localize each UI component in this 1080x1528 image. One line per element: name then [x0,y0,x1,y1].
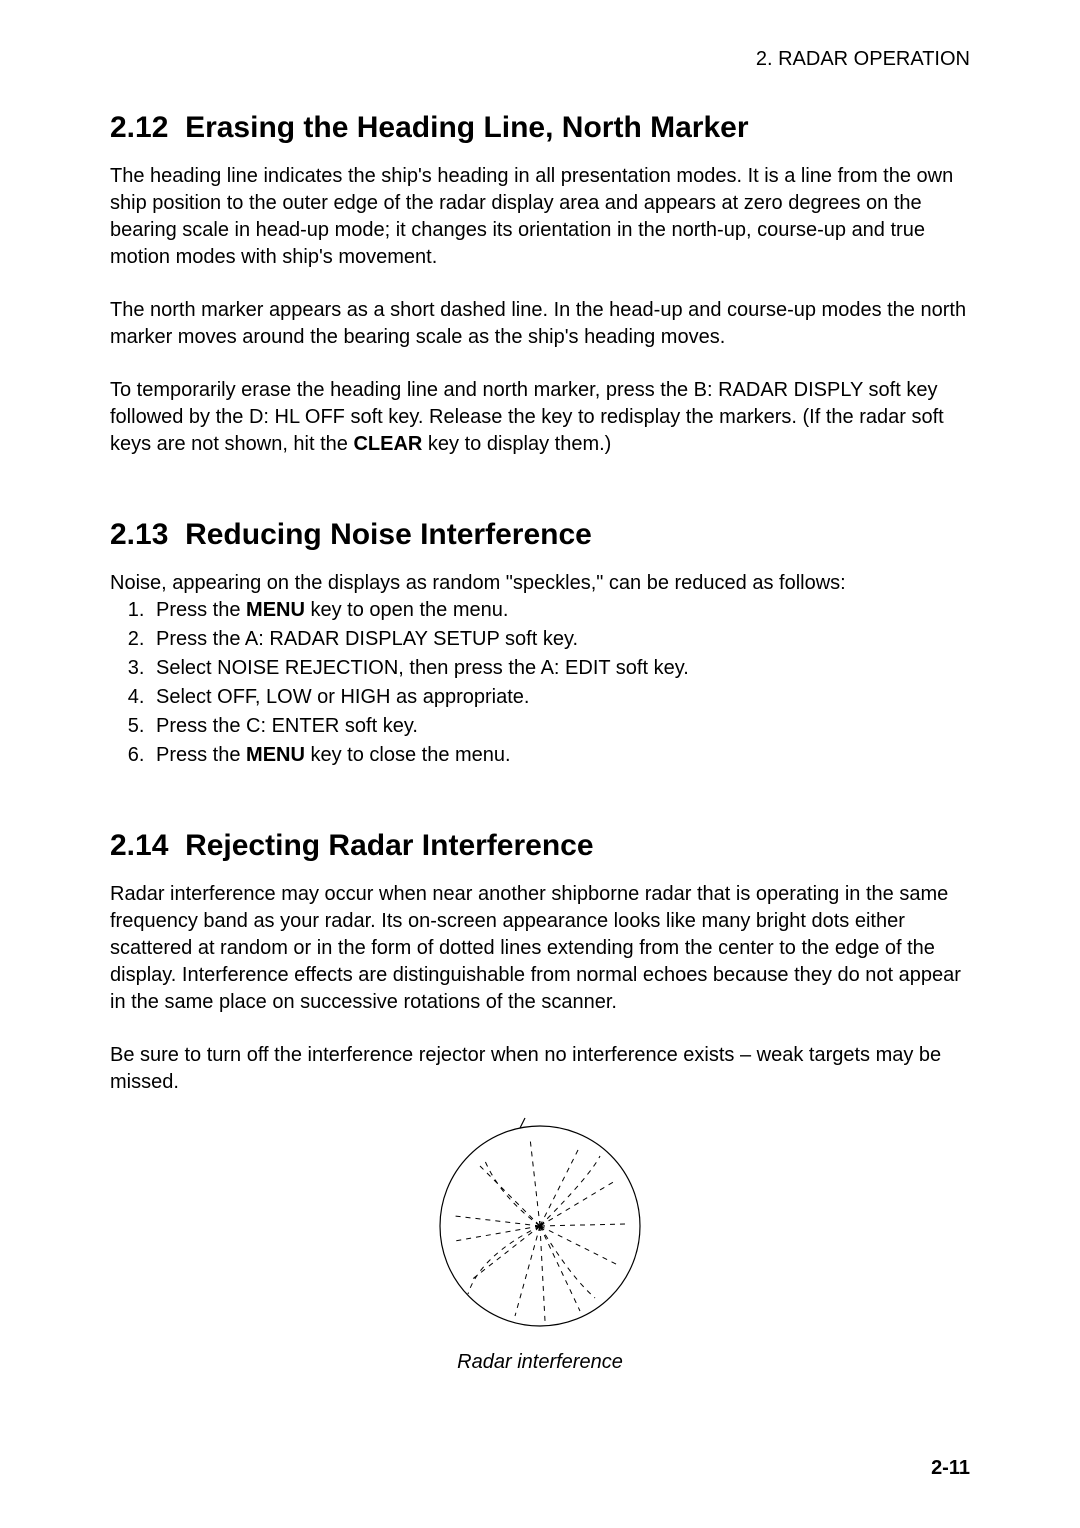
text-run: Press the [156,744,246,766]
section-number: 2.13 [110,518,168,551]
text-run: Press the [156,599,246,621]
list-item: Press the MENU key to open the menu. [150,597,970,624]
section-2-13: 2.13 Reducing Noise Interference Noise, … [110,518,970,769]
section-number: 2.14 [110,829,168,862]
text-run: key to display them.) [422,433,611,455]
body-paragraph: To temporarily erase the heading line an… [110,377,970,458]
section-2-12: 2.12 Erasing the Heading Line, North Mar… [110,111,970,458]
radar-interference-diagram [420,1116,660,1336]
bold-key-label: CLEAR [353,433,422,455]
body-paragraph: The heading line indicates the ship's he… [110,163,970,271]
section-title: Rejecting Radar Interference [185,829,593,862]
section-title: Reducing Noise Interference [185,518,592,551]
figure-caption: Radar interference [110,1351,970,1374]
body-paragraph: Radar interference may occur when near a… [110,881,970,1016]
list-item: Select NOISE REJECTION, then press the A… [150,655,970,682]
step-list: Press the MENU key to open the menu. Pre… [110,597,970,769]
running-header: 2. RADAR OPERATION [110,48,970,71]
section-number: 2.12 [110,111,168,144]
text-run: key to open the menu. [305,599,508,621]
list-item: Press the MENU key to close the menu. [150,742,970,769]
section-heading: 2.13 Reducing Noise Interference [110,518,970,552]
figure-radar-interference: Radar interference [110,1116,970,1374]
list-item: Press the A: RADAR DISPLAY SETUP soft ke… [150,626,970,653]
bold-key-label: MENU [246,599,305,621]
page-number: 2-11 [931,1457,970,1480]
section-title: Erasing the Heading Line, North Marker [185,111,748,144]
list-item: Press the C: ENTER soft key. [150,713,970,740]
body-paragraph: Noise, appearing on the displays as rand… [110,570,970,597]
list-item: Select OFF, LOW or HIGH as appropriate. [150,684,970,711]
text-run: key to close the menu. [305,744,511,766]
bold-key-label: MENU [246,744,305,766]
body-paragraph: The north marker appears as a short dash… [110,297,970,351]
section-heading: 2.14 Rejecting Radar Interference [110,829,970,863]
section-heading: 2.12 Erasing the Heading Line, North Mar… [110,111,970,145]
page-container: 2. RADAR OPERATION 2.12 Erasing the Head… [0,0,1080,1528]
section-2-14: 2.14 Rejecting Radar Interference Radar … [110,829,970,1096]
body-paragraph: Be sure to turn off the interference rej… [110,1042,970,1096]
